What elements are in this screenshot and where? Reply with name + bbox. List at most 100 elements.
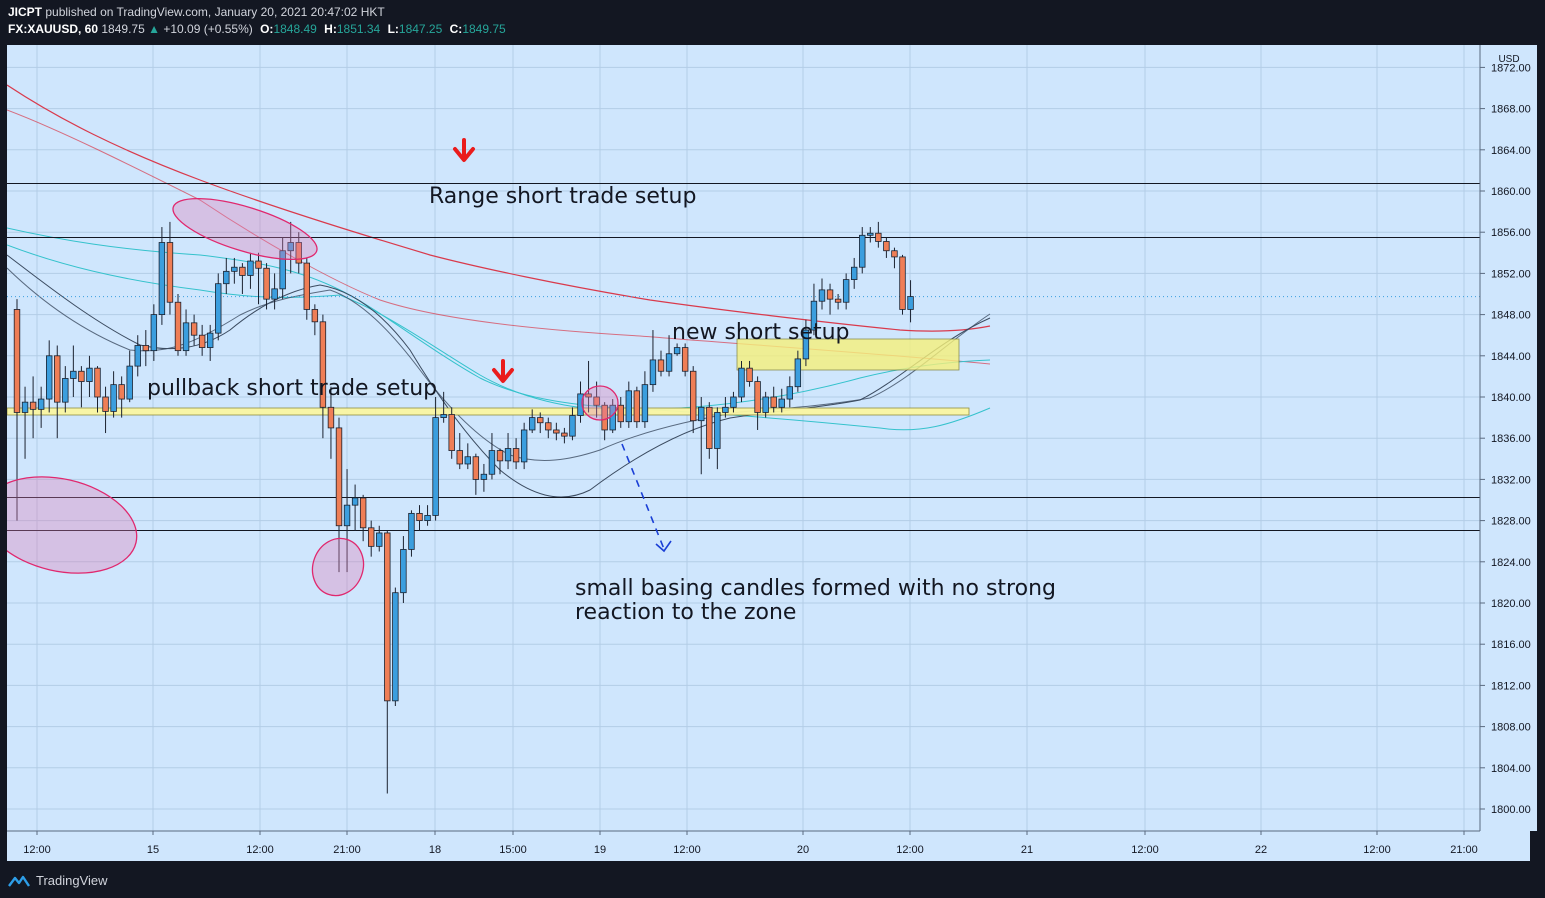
- candle-body: [553, 429, 560, 434]
- candle-body: [754, 381, 761, 413]
- price-axis[interactable]: 1800.00 1804.00 1808.00 1812.00 1816.00 1820.…: [1479, 45, 1537, 831]
- published-text: published on TradingView.com, January 20…: [45, 5, 385, 19]
- candle-body: [231, 266, 238, 272]
- candle-body: [673, 347, 681, 355]
- candle: [730, 391, 737, 413]
- symbol: FX:XAUUSD, 60: [8, 22, 99, 36]
- x-tick-label: 21: [1021, 844, 1033, 856]
- candle: [29, 376, 37, 439]
- candle: [496, 448, 504, 475]
- candle: [706, 402, 713, 459]
- candle-body: [142, 345, 149, 352]
- candle: [126, 350, 133, 403]
- candle-body: [408, 512, 415, 550]
- moving-average-line: [7, 227, 991, 431]
- candle: [561, 427, 568, 444]
- y-tick-label: 1836.00: [1491, 433, 1531, 445]
- tradingview-logo[interactable]: TradingView: [8, 873, 108, 888]
- down-arrow-icon: [492, 359, 514, 383]
- x-tick-label: 12:00: [1363, 844, 1391, 856]
- candle-body: [496, 450, 504, 462]
- candle: [842, 273, 850, 310]
- x-tick-label: 15:00: [499, 844, 527, 856]
- candle-body: [883, 241, 890, 252]
- y-tick-label: 1848.00: [1491, 310, 1531, 322]
- candle: [738, 360, 745, 403]
- candle: [62, 366, 69, 413]
- candle: [343, 469, 351, 573]
- candle: [150, 304, 158, 361]
- candle-body: [424, 515, 431, 522]
- x-tick-label: 21:00: [333, 844, 361, 856]
- candle-body: [504, 448, 512, 462]
- candle: [504, 433, 512, 470]
- candle: [810, 283, 818, 336]
- candle-body: [625, 390, 632, 423]
- y-tick-label: 1832.00: [1491, 474, 1531, 486]
- candle-body: [746, 367, 753, 382]
- low-value: 1847.25: [398, 22, 443, 36]
- candle: [335, 417, 343, 573]
- short-setup-zone: [736, 338, 960, 371]
- candle-body: [577, 393, 584, 416]
- candle-body: [520, 429, 528, 463]
- candle-body: [46, 355, 53, 400]
- candle-body: [802, 329, 810, 360]
- candle: [239, 263, 246, 294]
- candle: [206, 324, 214, 361]
- time-axis[interactable]: 12:00 15 12:00 21:00 18 15:00 19 12:00 20 12:00 21…: [7, 830, 1530, 861]
- arrow-shape: [453, 138, 475, 162]
- candle: [633, 386, 641, 428]
- candle-body: [545, 422, 552, 431]
- candle: [448, 407, 455, 459]
- candle: [54, 345, 61, 439]
- candle: [384, 530, 391, 794]
- candle: [907, 280, 914, 323]
- candle-body: [456, 450, 463, 465]
- candle-body: [512, 448, 520, 463]
- y-tick-label: 1864.00: [1491, 145, 1531, 157]
- candle-body: [400, 549, 407, 594]
- candle: [247, 252, 254, 289]
- candle: [818, 278, 826, 310]
- candle: [37, 386, 45, 428]
- candle: [327, 386, 335, 459]
- candle: [569, 407, 576, 441]
- candle-body: [826, 289, 834, 300]
- candle-body: [166, 242, 174, 303]
- candle: [698, 397, 705, 475]
- candle: [134, 335, 141, 377]
- candle: [553, 422, 560, 441]
- candle: [714, 407, 721, 470]
- moving-average-line: [7, 84, 991, 332]
- publisher[interactable]: JICPT: [8, 5, 43, 19]
- candle: [899, 254, 906, 315]
- candle-body: [665, 353, 673, 372]
- x-tick-label: 20: [797, 844, 809, 856]
- y-tick-label: 1868.00: [1491, 104, 1531, 116]
- candle-body: [601, 404, 608, 431]
- candle-body: [29, 401, 37, 410]
- dashed-arrow-line: [621, 443, 665, 550]
- zones: [7, 338, 970, 416]
- y-tick-label: 1824.00: [1491, 557, 1531, 569]
- candle: [182, 309, 190, 356]
- candle-body: [448, 414, 455, 451]
- candle: [440, 391, 447, 423]
- candle: [102, 386, 109, 434]
- candle: [472, 453, 480, 495]
- candle-body: [762, 396, 769, 413]
- candle: [722, 397, 729, 418]
- dashed-arrow-head: [655, 540, 672, 553]
- candle-body: [295, 242, 302, 264]
- candle-body: [432, 417, 439, 516]
- candle: [94, 366, 101, 413]
- candle: [754, 376, 761, 430]
- highlight-ellipse: [7, 476, 138, 574]
- close-value: 1849.75: [462, 22, 506, 36]
- candle: [593, 381, 600, 418]
- candle-body: [150, 314, 158, 352]
- candle-body: [681, 347, 689, 372]
- candle: [464, 443, 471, 470]
